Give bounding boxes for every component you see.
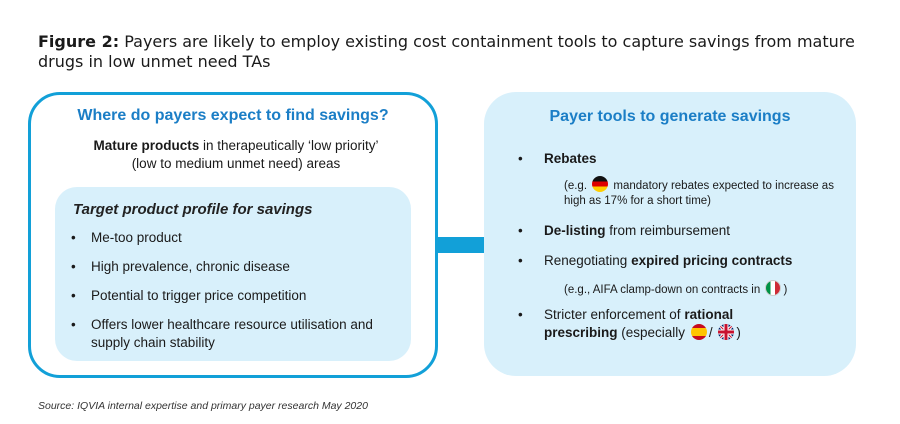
target-profile-heading: Target product profile for savings bbox=[73, 201, 313, 218]
renegotiating-example: (e.g., AIFA clamp-down on contracts in ) bbox=[564, 280, 787, 298]
rebates-example-post: mandatory rebates expected to increase a… bbox=[564, 180, 834, 207]
renegotiating-example-pre: (e.g., AIFA clamp-down on contracts in bbox=[564, 284, 764, 296]
renegotiating-pre: Renegotiating bbox=[544, 253, 632, 268]
rebates-item: Rebates bbox=[518, 150, 597, 168]
stricter-item: Stricter enforcement of rational prescri… bbox=[518, 306, 784, 342]
stricter-sep: / bbox=[708, 325, 717, 340]
renegotiating-bold: expired pricing contracts bbox=[631, 253, 793, 268]
uk-flag-icon bbox=[718, 324, 735, 340]
mature-products-description: Mature products in therapeutically ‘low … bbox=[91, 137, 381, 173]
italy-flag-icon bbox=[765, 280, 782, 296]
target-profile-list: Me-too product High prevalence, chronic … bbox=[69, 229, 399, 363]
figure-label: Figure 2: bbox=[38, 32, 120, 51]
mature-products-rest: in therapeutically ‘low priority’ (low t… bbox=[131, 138, 379, 171]
stricter-bold: rational prescribing bbox=[544, 307, 734, 340]
germany-flag-icon bbox=[592, 176, 609, 192]
renegotiating-item: Renegotiating expired pricing contracts bbox=[518, 252, 793, 270]
rebates-label: Rebates bbox=[544, 151, 597, 166]
spain-flag-icon bbox=[690, 324, 707, 340]
delisting-rest: from reimbursement bbox=[605, 223, 731, 238]
figure-title-text: Payers are likely to employ existing cos… bbox=[38, 32, 855, 71]
list-item: Me-too product bbox=[69, 229, 399, 247]
rebates-example: (e.g. mandatory rebates expected to incr… bbox=[564, 176, 834, 209]
stricter-pre: Stricter enforcement of bbox=[544, 307, 685, 322]
source-note: Source: IQVIA internal expertise and pri… bbox=[38, 400, 368, 412]
list-item: Potential to trigger price competition bbox=[69, 287, 399, 305]
payer-tools-panel: Payer tools to generate savings Rebates … bbox=[484, 92, 856, 376]
delisting-item: De-listing from reimbursement bbox=[518, 222, 731, 240]
savings-source-panel: Where do payers expect to find savings? … bbox=[28, 92, 438, 378]
stricter-mid: (especially bbox=[617, 325, 689, 340]
list-item: High prevalence, chronic disease bbox=[69, 258, 399, 276]
savings-source-heading: Where do payers expect to find savings? bbox=[77, 107, 389, 124]
target-profile-panel: Target product profile for savings Me-to… bbox=[55, 187, 411, 361]
list-item: Offers lower healthcare resource utilisa… bbox=[69, 316, 399, 352]
delisting-bold: De-listing bbox=[544, 223, 606, 238]
renegotiating-example-post: ) bbox=[783, 284, 788, 296]
rebates-example-pre: (e.g. bbox=[564, 180, 591, 192]
figure-title: Figure 2: Payers are likely to employ ex… bbox=[38, 32, 858, 72]
stricter-post: ) bbox=[736, 325, 741, 340]
payer-tools-heading: Payer tools to generate savings bbox=[549, 108, 791, 125]
mature-products-bold: Mature products bbox=[93, 138, 200, 153]
